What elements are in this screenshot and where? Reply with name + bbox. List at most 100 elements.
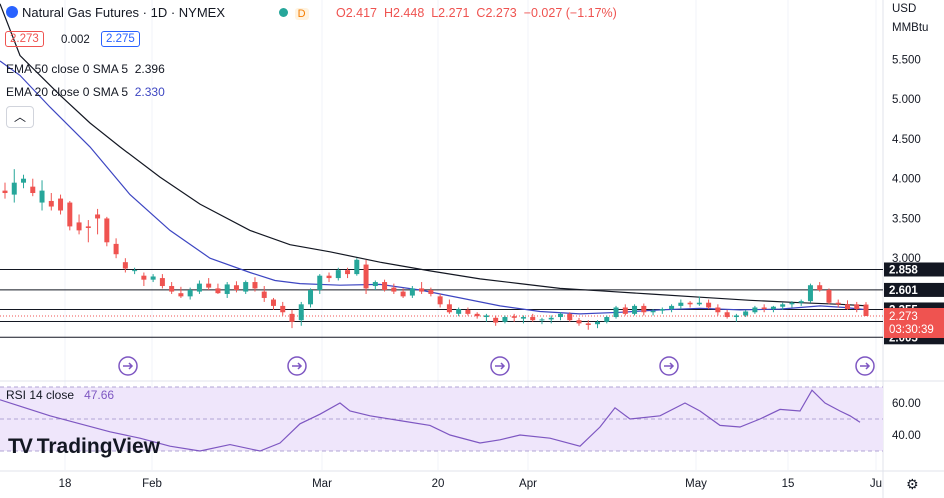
candle-body (733, 315, 739, 318)
candle-body (95, 214, 101, 219)
tv-logo-icon: TV (8, 435, 33, 458)
rsi-legend[interactable]: RSI 14 close 47.66 (6, 388, 115, 402)
candle-body (659, 309, 665, 311)
candle-body (419, 288, 425, 292)
market-open-dot (279, 8, 288, 17)
level-label: 2.601 (889, 285, 918, 297)
candle-body (687, 302, 693, 305)
high-value: H2.448 (383, 6, 425, 20)
delay-badge: D (294, 8, 309, 20)
candle-body (280, 305, 286, 313)
time-tick-label: 15 (782, 478, 795, 490)
market-status[interactable]: D (279, 5, 309, 20)
ema50-value: 2.396 (134, 62, 165, 76)
candle-body (715, 307, 721, 313)
candle-body (539, 319, 545, 321)
candle-body (39, 190, 45, 203)
candles (2, 169, 869, 330)
candle-body (817, 285, 823, 290)
candle-body (206, 283, 212, 288)
candle-body (622, 307, 628, 314)
candle-body (826, 290, 832, 303)
ask-price-box[interactable]: 2.275 (101, 31, 140, 47)
spread-value: 0.002 (61, 34, 90, 46)
candle-body (308, 290, 314, 305)
candle-body (233, 285, 239, 290)
candle-body (48, 200, 54, 207)
candle-body (159, 278, 165, 287)
candle-body (641, 305, 647, 313)
event-marker (490, 356, 510, 376)
candle-body (289, 313, 295, 322)
ema50-line (0, 3, 869, 307)
rsi-value: 47.66 (84, 388, 115, 402)
candle-body (372, 282, 378, 287)
candle-body (215, 288, 221, 294)
droplet-icon (6, 6, 18, 18)
arrow-right-icon (292, 362, 303, 370)
candle-body (58, 198, 64, 211)
time-tick-label: 18 (59, 478, 72, 490)
price-tick-label: 3.000 (892, 253, 921, 265)
candle-body (474, 313, 480, 317)
candle-body (85, 226, 91, 228)
candle-body (576, 320, 582, 324)
candle-body (807, 285, 813, 302)
candle-body (483, 315, 489, 318)
candle-body (844, 304, 850, 310)
price-tick-label: 4.000 (892, 174, 921, 186)
candle-body (363, 264, 369, 289)
arrow-right-icon (860, 362, 871, 370)
level-label: 2.858 (889, 264, 918, 276)
candle-body (132, 270, 138, 272)
candle-body (261, 291, 267, 298)
candle-body (113, 243, 119, 255)
close-value: C2.273 (476, 6, 517, 20)
candle-body (141, 275, 147, 280)
candle-body (520, 317, 526, 319)
candle-body (613, 307, 619, 318)
ema20-legend[interactable]: EMA 20 close 0 SMA 5 2.330 (6, 85, 165, 99)
time-tick-label: Feb (142, 478, 162, 490)
event-markers[interactable] (118, 356, 875, 376)
candle-body (317, 275, 323, 290)
candle-body (67, 202, 73, 227)
axis-unit[interactable]: MMBtu (892, 22, 929, 34)
ema50-legend[interactable]: EMA 50 close 0 SMA 5 2.396 (6, 62, 165, 76)
candle-body (595, 321, 601, 325)
candle-body (270, 299, 276, 306)
candle-body (391, 287, 397, 292)
price-axis[interactable]: 5.500 5.000 4.500 4.000 3.500 3.000 60.00 40.00… (59, 54, 944, 490)
collapse-legend-button[interactable]: ︿ (6, 106, 34, 128)
candle-body (104, 218, 110, 243)
bid-price-box[interactable]: 2.273 (5, 31, 44, 47)
rsi-line-path (0, 389, 861, 452)
candle-body (252, 282, 258, 289)
tradingview-logo[interactable]: TV TradingView (8, 435, 161, 458)
symbol-title[interactable]: Natural Gas Futures · 1D · NYMEX (6, 5, 225, 20)
candle-body (604, 317, 610, 322)
price-tick-label: 4.500 (892, 134, 921, 146)
candle-body (409, 288, 415, 296)
settings-gear-icon[interactable]: ⚙ (906, 476, 919, 492)
axis-currency[interactable]: USD (892, 3, 917, 15)
candle-body (863, 304, 869, 316)
moving-averages (0, 3, 869, 315)
candle-body (11, 182, 17, 195)
low-value: L2.271 (431, 6, 470, 20)
candle-body (243, 282, 249, 292)
last-price-label: 2.273 (889, 311, 918, 323)
candle-body (669, 305, 675, 310)
candle-body (854, 304, 860, 310)
candle-body (752, 307, 758, 313)
price-tick-label: 3.500 (892, 213, 921, 225)
event-marker (287, 356, 307, 376)
event-marker (855, 356, 875, 376)
candle-body (122, 262, 128, 269)
candle-body (585, 323, 591, 325)
candle-body (446, 304, 452, 313)
ema20-value: 2.330 (134, 85, 165, 99)
open-value: O2.417 (336, 6, 378, 20)
